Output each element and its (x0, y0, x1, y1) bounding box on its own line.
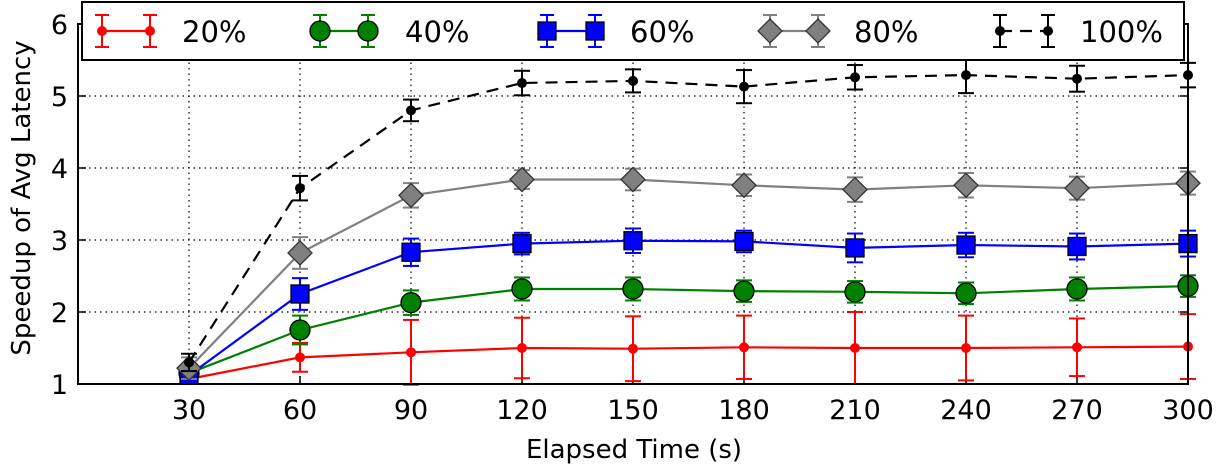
series-group (176, 56, 1201, 386)
axis-ticks: 30 60 90 120 150 180 210 240 270 300 1 2 3 4 5 6 (51, 10, 1214, 426)
grid (78, 24, 1188, 384)
legend-label: 80% (854, 15, 918, 49)
legend-marker (97, 26, 107, 36)
x-tick-label: 90 (394, 395, 428, 426)
data-point (1072, 73, 1082, 84)
legend-marker (145, 26, 155, 36)
x-tick-label: 210 (829, 395, 881, 426)
data-point (734, 231, 754, 252)
data-point (844, 281, 866, 303)
legend-label: 60% (630, 15, 694, 49)
legend: 20% 40% 60% 80% 100% (81, 1, 1185, 61)
legend-label: 100% (1080, 15, 1163, 49)
series-line (188, 345, 1189, 381)
legend-marker (805, 18, 831, 44)
series-line (188, 285, 1189, 375)
data-point (628, 343, 638, 354)
x-tick-label: 240 (940, 395, 992, 426)
data-point (739, 81, 749, 92)
data-point (1064, 175, 1090, 202)
legend-marker (995, 26, 1005, 36)
legend-marker (309, 20, 331, 42)
x-tick-label: 300 (1162, 395, 1214, 426)
data-point (961, 70, 971, 81)
data-point (295, 352, 305, 363)
data-point (842, 176, 868, 203)
series-line (188, 73, 1189, 363)
data-point (955, 282, 977, 304)
legend-entry-1: 40% (309, 14, 469, 49)
legend-marker (537, 21, 557, 41)
x-tick-label: 120 (496, 395, 548, 426)
x-tick-label: 30 (172, 395, 206, 426)
data-point (956, 235, 976, 255)
data-point (1072, 342, 1082, 353)
data-point (961, 343, 971, 353)
data-point (845, 238, 865, 258)
data-point (628, 75, 638, 86)
series-3 (176, 166, 1201, 382)
y-tick-label: 5 (51, 82, 68, 113)
data-point (512, 233, 532, 254)
series-1 (178, 274, 1199, 384)
data-point (401, 242, 421, 262)
x-tick-label: 150 (607, 395, 659, 426)
x-tick-label: 270 (1051, 395, 1103, 426)
series-line (188, 239, 1189, 377)
data-point (622, 278, 644, 300)
legend-label: 40% (405, 15, 469, 49)
data-point (1066, 278, 1088, 300)
y-tick-label: 4 (51, 154, 68, 185)
legend-marker (585, 21, 605, 41)
data-point (1067, 236, 1087, 257)
legend-marker (357, 20, 379, 42)
x-axis-label: Elapsed Time (s) (526, 435, 742, 465)
data-point (509, 166, 535, 193)
data-point (620, 166, 646, 193)
data-point (287, 240, 313, 266)
data-point (184, 357, 194, 368)
data-point (731, 172, 757, 199)
data-point (733, 280, 755, 302)
data-point (400, 291, 422, 314)
legend-label: 20% (182, 15, 246, 49)
data-point (289, 319, 311, 341)
y-tick-label: 3 (51, 226, 68, 257)
legend-marker (1043, 26, 1053, 36)
y-tick-label: 1 (51, 370, 68, 401)
y-tick-label: 2 (51, 298, 68, 329)
x-tick-label: 60 (283, 395, 317, 426)
legend-entry-2: 60% (537, 14, 694, 49)
data-point (290, 284, 310, 304)
legend-entry-0: 20% (95, 14, 246, 49)
legend-marker (757, 18, 783, 44)
data-point (398, 182, 424, 209)
data-point (517, 343, 527, 353)
x-tick-label: 180 (718, 395, 770, 426)
series-line (188, 178, 1189, 369)
data-point (850, 343, 860, 353)
series-4 (181, 56, 1196, 373)
legend-entry-3: 80% (757, 14, 918, 49)
data-point (406, 105, 416, 116)
data-point (623, 231, 643, 251)
data-point (953, 172, 979, 199)
data-point (517, 78, 527, 89)
data-point (406, 347, 416, 358)
y-axis-label: Speedup of Avg Latency (7, 40, 37, 355)
data-point (295, 183, 305, 194)
data-point (739, 342, 749, 353)
legend-entry-4: 100% (993, 14, 1163, 49)
data-point (850, 72, 860, 83)
series-2 (179, 227, 1198, 386)
y-tick-label: 6 (51, 10, 68, 41)
data-point (511, 278, 533, 300)
